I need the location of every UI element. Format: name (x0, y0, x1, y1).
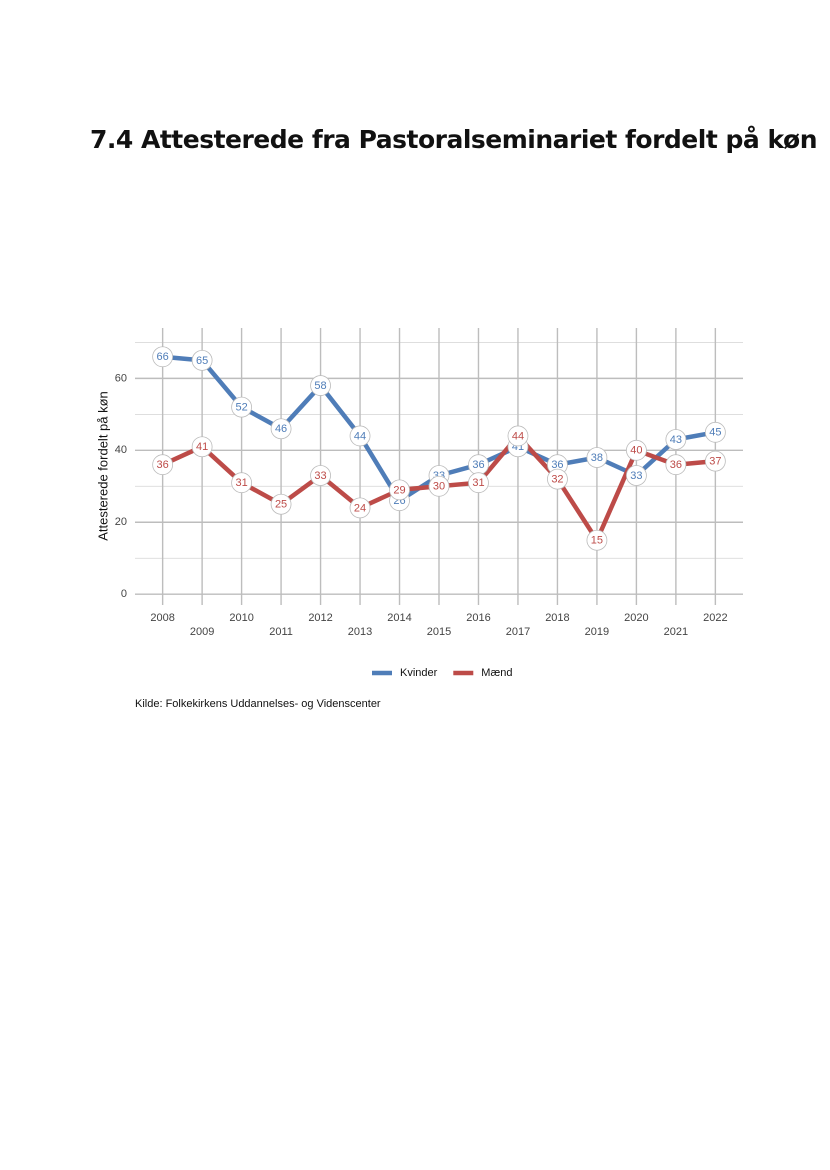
data-label: 36 (472, 459, 484, 471)
x-tick-label: 2016 (466, 612, 490, 624)
point-marker (231, 396, 252, 418)
point-marker (270, 418, 292, 440)
x-tick-label: 2022 (703, 612, 727, 624)
point-marker (191, 436, 213, 458)
data-label: 45 (709, 427, 721, 439)
page-title: 7.4 Attesterede fra Pastoralseminariet f… (90, 125, 817, 154)
point-marker (310, 375, 331, 396)
point-marker (152, 454, 174, 476)
data-label: 32 (551, 473, 563, 485)
data-label: 33 (314, 470, 326, 482)
point-marker (231, 472, 252, 494)
x-tick-label: 2011 (269, 626, 293, 638)
data-label: 66 (157, 351, 169, 363)
data-label: 38 (591, 452, 603, 464)
data-label: 33 (630, 470, 642, 482)
point-marker (270, 493, 292, 515)
x-tick-label: 2010 (229, 612, 253, 624)
x-tick-label: 2012 (308, 612, 332, 624)
point-marker (547, 468, 568, 490)
data-label: 52 (235, 402, 247, 414)
y-tick-label: 60 (115, 372, 127, 384)
x-tick-label: 2009 (190, 626, 214, 638)
data-label: 41 (196, 441, 208, 453)
data-label: 44 (512, 430, 524, 442)
data-label: 37 (709, 456, 721, 468)
point-marker (468, 472, 489, 494)
point-marker (507, 425, 529, 447)
point-marker (152, 346, 174, 368)
data-label: 15 (591, 535, 603, 547)
y-tick-label: 0 (121, 588, 127, 600)
data-label: 31 (235, 477, 247, 489)
data-label: 30 (433, 481, 445, 493)
y-axis-label: Attesterede fordelt på køn (95, 391, 110, 541)
x-tick-label: 2008 (150, 612, 174, 624)
point-marker (704, 450, 726, 472)
point-marker (704, 421, 726, 443)
point-marker (665, 454, 687, 476)
point-marker (586, 447, 608, 468)
source-note: Kilde: Folkekirkens Uddannelses- og Vide… (135, 698, 381, 710)
point-marker (191, 349, 213, 371)
point-marker (389, 479, 410, 501)
point-marker (665, 429, 687, 450)
point-marker (349, 497, 371, 519)
data-label: 31 (472, 477, 484, 489)
x-tick-label: 2020 (624, 612, 648, 624)
x-tick-label: 2021 (664, 626, 688, 638)
point-marker (626, 439, 647, 461)
x-tick-label: 2013 (348, 626, 372, 638)
y-tick-label: 40 (115, 444, 127, 456)
data-label: 58 (314, 380, 326, 392)
point-marker (586, 529, 608, 551)
data-label: 65 (196, 355, 208, 367)
point-marker (349, 425, 371, 447)
legend-label: Kvinder (400, 667, 438, 679)
point-marker (626, 465, 647, 486)
legend-label: Mænd (481, 667, 512, 679)
data-label: 46 (275, 423, 287, 435)
x-tick-label: 2014 (387, 612, 411, 624)
data-label: 36 (670, 459, 682, 471)
x-tick-label: 2019 (585, 626, 609, 638)
point-marker (428, 475, 450, 497)
x-tick-label: 2015 (427, 626, 451, 638)
x-tick-label: 2018 (545, 612, 569, 624)
data-label: 25 (275, 499, 287, 511)
data-label: 24 (354, 502, 366, 514)
x-tick-label: 2017 (506, 626, 530, 638)
data-label: 36 (157, 459, 169, 471)
point-marker (310, 465, 331, 486)
data-label: 40 (630, 445, 642, 457)
y-tick-label: 20 (115, 516, 127, 528)
data-label: 44 (354, 430, 366, 442)
data-label: 29 (393, 484, 405, 496)
data-label: 43 (670, 434, 682, 446)
data-label: 36 (551, 459, 563, 471)
